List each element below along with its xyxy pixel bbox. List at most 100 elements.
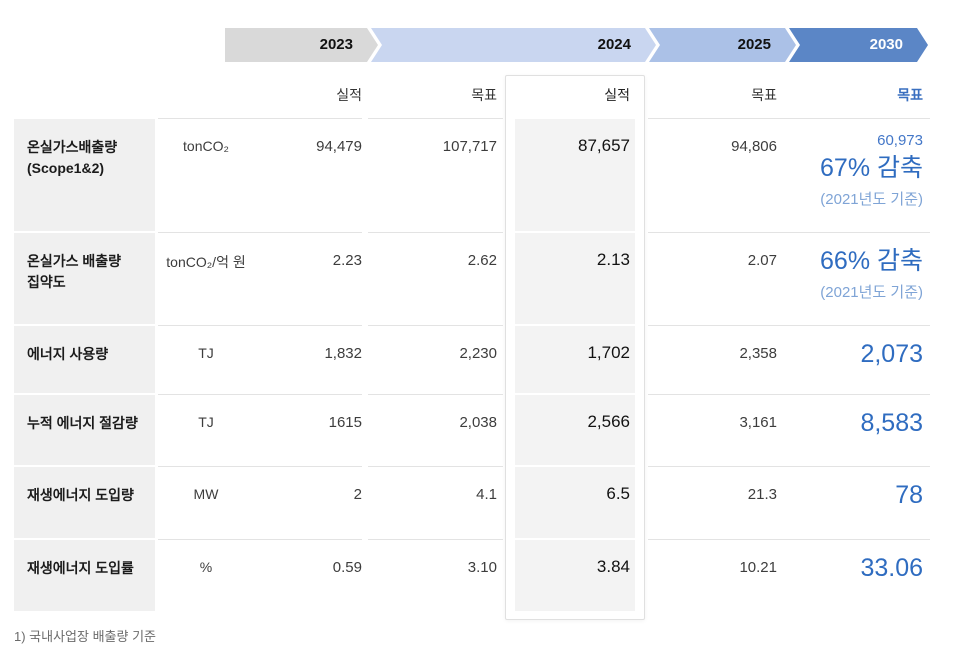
row-divider (368, 325, 503, 326)
cell-2025-target: 94,806 (731, 138, 777, 155)
year-banner-2023-label: 2023 (319, 36, 353, 53)
subheader-2025-target: 목표 (751, 87, 777, 103)
row-divider (368, 394, 503, 395)
row-label-line1: 에너지 사용량 (27, 346, 109, 362)
cell-2024-actual-value: 2.13 (596, 250, 630, 269)
cell-2024-actual-value: 2,566 (587, 412, 630, 431)
unit-cell: tonCO₂ (183, 138, 229, 154)
row-label: 온실가스배출량 (Scope1&2) (14, 119, 155, 231)
year-banner-2030-label: 2030 (869, 36, 903, 53)
row-divider (158, 232, 362, 233)
cell-2023-actual: 1,832 (324, 345, 362, 362)
cell-2025-target: 10.21 (739, 559, 777, 576)
cell-2030-target: 78 (760, 480, 923, 511)
year-banner-2024-label: 2024 (597, 36, 631, 53)
row-divider (368, 539, 503, 540)
cell-2024-target: 2,038 (459, 414, 497, 431)
cell-2025-target: 2.07 (747, 252, 777, 269)
cell-2030-target: 2,073 (760, 339, 923, 370)
cell-2023-actual: 2 (353, 486, 362, 503)
unit-cell: tonCO₂/억 원 (166, 254, 246, 270)
subheader-2024-actual: 실적 (604, 87, 630, 103)
cell-2024-actual-value: 6.5 (606, 484, 630, 503)
cell-2030-emphasis: 66% 감축 (820, 247, 923, 275)
cell-2024-target: 2,230 (459, 345, 497, 362)
unit-cell: TJ (198, 345, 214, 361)
row-divider (648, 539, 930, 540)
row-label: 재생에너지 도입량 (14, 467, 155, 538)
cell-2024-target: 2.62 (467, 252, 497, 269)
year-banner-2030: 2030 (789, 28, 928, 62)
row-divider (368, 118, 503, 119)
cell-2030-value: 60,973 (877, 132, 923, 149)
row-divider (158, 466, 362, 467)
cell-2024-actual: 87,657 (515, 119, 635, 231)
kpi-table: 온실가스배출량 (Scope1&2) tonCO₂ 94,479 107,717… (0, 118, 960, 612)
cell-2024-actual: 1,702 (515, 326, 635, 393)
row-divider (158, 539, 362, 540)
table-row-ghg-intensity: 온실가스 배출량 집약도 tonCO₂/억 원 2.23 2.62 2.13 2… (0, 232, 960, 325)
row-divider (648, 118, 930, 119)
subheader-2023-actual: 실적 (336, 87, 362, 103)
row-label-line1: 온실가스 배출량 (27, 253, 122, 269)
table-row-renewable-ratio: 재생에너지 도입률 % 0.59 3.10 3.84 10.21 33.06 (0, 539, 960, 612)
cell-2024-actual: 2,566 (515, 395, 635, 465)
year-banner-2024: 2024 (371, 28, 656, 62)
cell-2030-emphasis: 33.06 (860, 554, 923, 582)
row-label-line2: (Scope1&2) (27, 160, 105, 176)
row-label-line1: 온실가스배출량 (27, 139, 118, 155)
subheader-2024-target: 목표 (471, 87, 497, 103)
row-divider (648, 325, 930, 326)
unit-cell: % (199, 559, 213, 575)
cell-2025-target: 3,161 (739, 414, 777, 431)
cell-2025-target: 21.3 (747, 486, 777, 503)
cell-2030-emphasis: 2,073 (860, 340, 923, 368)
row-label: 재생에너지 도입률 (14, 540, 155, 611)
row-divider (648, 466, 930, 467)
subheader-2030-target: 목표 (897, 87, 923, 103)
cell-2030-target: 33.06 (760, 553, 923, 584)
cell-2030-emphasis: 67% 감축 (820, 153, 923, 182)
row-label: 에너지 사용량 (14, 326, 155, 393)
cell-2030-emphasis: 8,583 (860, 409, 923, 437)
cell-2030-baseline-note: (2021년도 기준) (820, 284, 923, 302)
cell-2023-actual: 2.23 (332, 252, 362, 269)
cell-2024-target: 107,717 (442, 138, 497, 155)
table-row-energy-savings: 누적 에너지 절감량 TJ 1615 2,038 2,566 3,161 8,5… (0, 394, 960, 466)
row-divider (158, 394, 362, 395)
cell-2030-target: 60,973 67% 감축 (2021년도 기준) (760, 132, 923, 210)
row-label-line2: 집약도 (27, 274, 66, 290)
cell-2024-actual: 6.5 (515, 467, 635, 538)
cell-2030-target: 66% 감축 (2021년도 기준) (760, 246, 923, 303)
row-divider (648, 394, 930, 395)
cell-2023-actual: 0.59 (332, 559, 362, 576)
cell-2024-actual: 2.13 (515, 233, 635, 324)
row-label: 누적 에너지 절감량 (14, 395, 155, 465)
cell-2024-target: 4.1 (476, 486, 497, 503)
unit-cell: TJ (198, 414, 214, 430)
table-row-renewable-capacity: 재생에너지 도입량 MW 2 4.1 6.5 21.3 78 (0, 466, 960, 539)
table-row-ghg-emissions: 온실가스배출량 (Scope1&2) tonCO₂ 94,479 107,717… (0, 118, 960, 232)
cell-2024-actual: 3.84 (515, 540, 635, 611)
cell-2023-actual: 94,479 (316, 138, 362, 155)
row-divider (368, 466, 503, 467)
cell-2030-baseline-note: (2021년도 기준) (820, 191, 923, 208)
row-label: 온실가스 배출량 집약도 (14, 233, 155, 324)
row-label-line1: 재생에너지 도입률 (27, 560, 134, 576)
footnote: 1) 국내사업장 배출량 기준 (14, 629, 156, 644)
cell-2024-actual-value: 1,702 (587, 343, 630, 362)
row-divider (368, 232, 503, 233)
table-row-energy-use: 에너지 사용량 TJ 1,832 2,230 1,702 2,358 2,073 (0, 325, 960, 394)
cell-2024-target: 3.10 (467, 559, 497, 576)
cell-2024-actual-value: 3.84 (596, 557, 630, 576)
cell-2030-target: 8,583 (760, 408, 923, 439)
unit-cell: MW (193, 486, 219, 502)
year-banner-2023: 2023 (225, 28, 378, 62)
row-label-line1: 누적 에너지 절감량 (27, 415, 138, 431)
row-label-line1: 재생에너지 도입량 (27, 487, 134, 503)
row-divider (158, 325, 362, 326)
row-divider (648, 232, 930, 233)
cell-2024-actual-value: 87,657 (578, 136, 630, 155)
cell-2030-emphasis: 78 (895, 481, 923, 509)
